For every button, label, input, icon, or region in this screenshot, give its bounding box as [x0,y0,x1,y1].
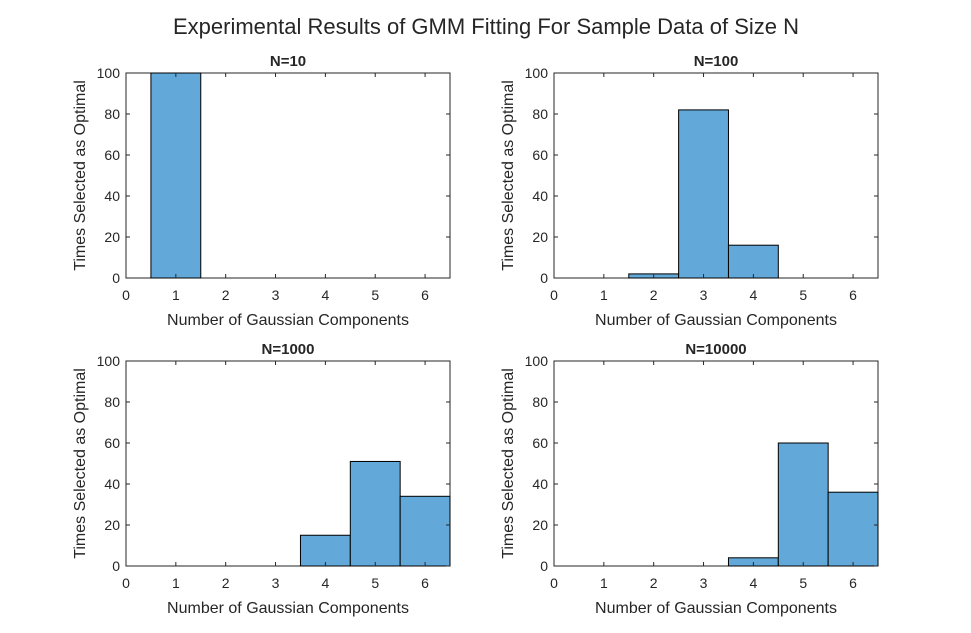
x-axis-label: Number of Gaussian Components [595,600,837,617]
x-tick-label: 0 [122,287,130,303]
bar-4 [727,244,779,279]
y-tick-label: 80 [532,394,548,410]
y-tick-label: 60 [104,435,120,451]
x-tick-label: 5 [799,287,807,303]
x-tick-label: 2 [650,287,658,303]
x-tick-label: 4 [749,575,757,591]
x-tick-label: 3 [272,575,280,591]
y-tick-label: 20 [104,229,120,245]
y-tick-label: 20 [532,229,548,245]
x-tick-label: 3 [272,287,280,303]
y-tick-label: 40 [532,188,548,204]
x-axis-label: Number of Gaussian Components [167,600,409,617]
x-tick-label: 2 [222,287,230,303]
x-tick-label: 1 [600,287,608,303]
x-tick-label: 6 [421,575,429,591]
y-axis-label: Times Selected as Optimal [500,368,517,559]
x-tick-label: 2 [650,575,658,591]
subplot-title: N=1000 [262,341,315,358]
x-tick-label: 1 [172,287,180,303]
y-tick-label: 0 [540,270,548,286]
y-axis-label: Times Selected as Optimal [72,80,89,271]
x-tick-label: 5 [371,287,379,303]
y-tick-label: 20 [532,517,548,533]
figure-title: Experimental Results of GMM Fitting For … [173,14,799,39]
y-axis-label: Times Selected as Optimal [72,368,89,559]
x-tick-label: 3 [700,287,708,303]
y-tick-label: 40 [104,188,120,204]
y-tick-label: 20 [104,517,120,533]
y-tick-label: 100 [97,353,121,369]
bar-6 [399,495,451,567]
y-tick-label: 80 [104,106,120,122]
x-tick-label: 1 [600,575,608,591]
x-tick-label: 1 [172,575,180,591]
y-tick-label: 40 [104,476,120,492]
bar-4 [299,534,351,567]
bar-6 [827,491,879,567]
y-tick-label: 0 [540,558,548,574]
y-tick-label: 60 [104,147,120,163]
bar-1 [150,72,202,279]
x-tick-label: 0 [122,575,130,591]
y-tick-label: 80 [532,106,548,122]
subplot-title: N=10 [270,53,306,70]
y-tick-label: 100 [525,353,549,369]
x-tick-label: 6 [849,287,857,303]
x-tick-label: 6 [421,287,429,303]
bar-5 [777,442,829,567]
y-axis-label: Times Selected as Optimal [500,80,517,271]
x-tick-label: 0 [550,287,558,303]
x-tick-label: 4 [749,287,757,303]
y-tick-label: 60 [532,435,548,451]
x-axis-label: Number of Gaussian Components [595,312,837,329]
y-tick-label: 100 [97,65,121,81]
y-tick-label: 0 [112,270,120,286]
x-tick-label: 3 [700,575,708,591]
bar-5 [349,460,401,567]
y-tick-label: 40 [532,476,548,492]
subplot-title: N=100 [694,53,739,70]
subplot-title: N=10000 [685,341,746,358]
x-axis-label: Number of Gaussian Components [167,312,409,329]
y-tick-label: 80 [104,394,120,410]
y-tick-label: 60 [532,147,548,163]
y-tick-label: 100 [525,65,549,81]
bar-3 [678,109,729,279]
x-tick-label: 4 [321,575,329,591]
x-tick-label: 4 [321,287,329,303]
x-tick-label: 0 [550,575,558,591]
x-tick-label: 5 [799,575,807,591]
x-tick-label: 5 [371,575,379,591]
y-tick-label: 0 [112,558,120,574]
x-tick-label: 6 [849,575,857,591]
x-tick-label: 2 [222,575,230,591]
